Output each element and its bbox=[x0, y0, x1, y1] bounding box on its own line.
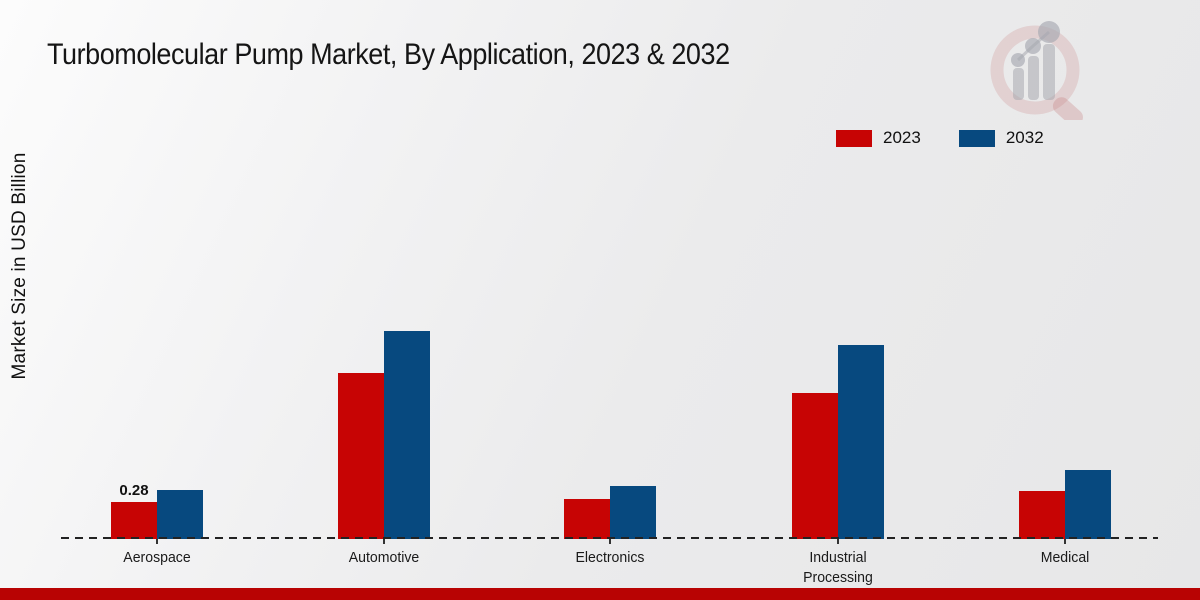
x-tick-electronics bbox=[609, 539, 611, 544]
legend-item-2032: 2032 bbox=[958, 128, 1044, 148]
bar-2023-aerospace bbox=[111, 501, 157, 539]
bar-value-label-2023-aerospace: 0.28 bbox=[119, 481, 149, 499]
x-tick-aerospace bbox=[156, 539, 158, 544]
category-label-aerospace: Aerospace bbox=[123, 549, 191, 566]
x-axis-baseline bbox=[61, 537, 1158, 539]
legend-item-2023: 2023 bbox=[836, 128, 921, 148]
legend-label-2023: 2023 bbox=[883, 128, 921, 147]
category-label-industrial-processing: Industrial Processing bbox=[803, 549, 873, 586]
bar-2023-medical bbox=[1019, 490, 1065, 539]
legend-label-2032: 2032 bbox=[1005, 128, 1044, 147]
x-tick-medical bbox=[1064, 539, 1066, 544]
bar-2032-aerospace bbox=[157, 489, 203, 539]
bar-2032-electronics bbox=[610, 485, 656, 539]
bar-2023-electronics bbox=[564, 498, 610, 539]
legend-swatch-2032 bbox=[958, 129, 995, 147]
magnifier-bar-chart-logo-icon bbox=[990, 21, 1083, 120]
category-label-automotive: Automotive bbox=[348, 549, 420, 566]
category-label-medical: Medical bbox=[1040, 549, 1090, 566]
legend-swatch-2023 bbox=[836, 129, 872, 147]
bottom-accent-stripe bbox=[0, 588, 1200, 600]
bar-2032-industrial-processing bbox=[838, 345, 884, 539]
bar-2023-industrial-processing bbox=[792, 393, 838, 539]
chart-title: Turbomolecular Pump Market, By Applicati… bbox=[47, 38, 730, 71]
bar-2032-medical bbox=[1065, 469, 1111, 539]
legend: 2023 2032 bbox=[836, 128, 1044, 148]
x-tick-automotive bbox=[383, 539, 385, 544]
category-label-electronics: Electronics bbox=[575, 549, 645, 566]
x-tick-industrial-processing bbox=[837, 539, 839, 544]
bar-2023-automotive bbox=[338, 373, 384, 539]
bar-2032-automotive bbox=[384, 330, 430, 539]
